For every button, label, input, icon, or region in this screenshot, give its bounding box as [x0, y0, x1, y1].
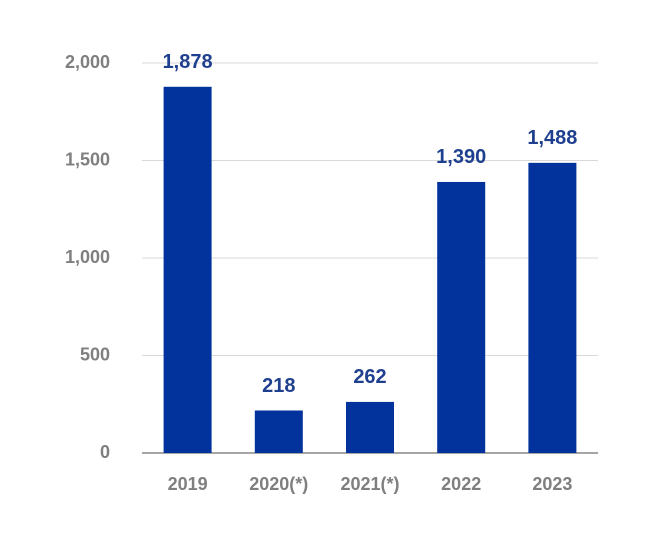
y-tick-label: 0 [100, 442, 110, 462]
bar [346, 401, 394, 453]
value-label: 262 [353, 366, 386, 388]
bar [163, 86, 212, 453]
bar [437, 181, 486, 453]
y-tick-label: 1,000 [65, 247, 110, 267]
y-tick-label: 2,000 [65, 52, 110, 72]
x-tick-label: 2023 [532, 474, 572, 494]
x-tick-label: 2022 [441, 474, 481, 494]
bar [528, 162, 577, 453]
x-tick-label: 2019 [168, 474, 208, 494]
y-tick-label: 500 [80, 344, 110, 364]
value-label: 218 [262, 375, 295, 397]
value-label: 1,488 [527, 127, 577, 149]
bar [254, 410, 303, 453]
x-tick-label: 2021(*) [340, 474, 399, 494]
value-label: 1,878 [163, 51, 213, 73]
y-tick-label: 1,500 [65, 149, 110, 169]
value-label: 1,390 [436, 146, 486, 168]
x-tick-label: 2020(*) [249, 474, 308, 494]
